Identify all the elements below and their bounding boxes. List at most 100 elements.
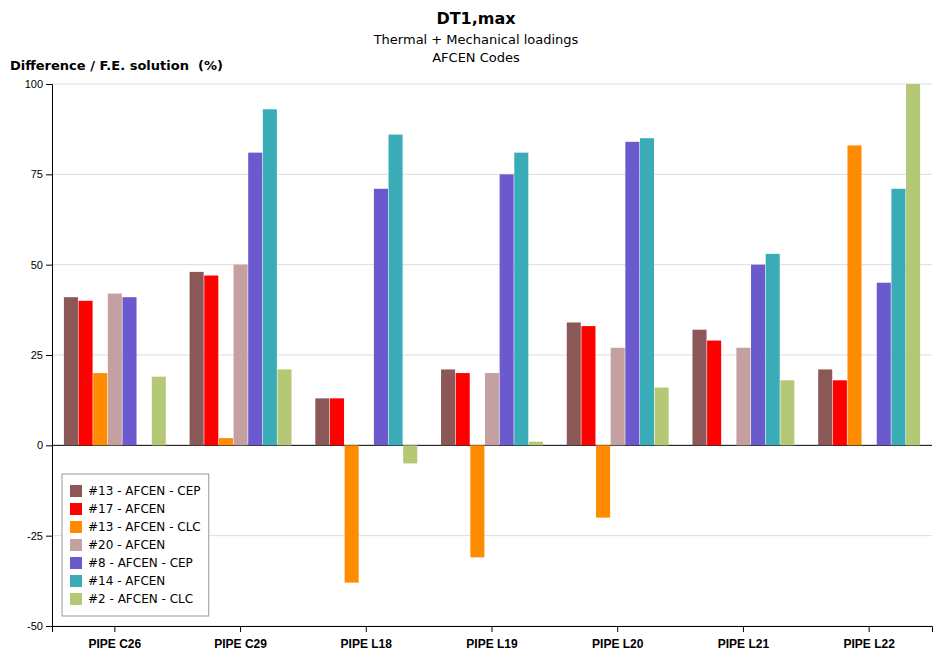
bar — [277, 369, 291, 445]
legend-swatch — [70, 575, 82, 587]
tick: PIPE L18 — [341, 626, 393, 651]
chart: DT1,maxThermal + Mechanical loadingsAFCE… — [0, 0, 952, 670]
tick-mark — [46, 174, 52, 175]
tick-mark — [366, 626, 367, 632]
tick: 0 — [37, 439, 52, 451]
bar — [736, 348, 750, 446]
bar — [403, 445, 417, 463]
tick: PIPE L20 — [592, 626, 644, 651]
legend-frame — [62, 474, 209, 616]
axis-line — [46, 85, 53, 627]
bar — [108, 294, 122, 446]
tick-mark — [114, 626, 115, 632]
bar — [862, 445, 876, 446]
legend-item: #14 - AFCEN — [70, 574, 165, 588]
tick-mark — [46, 265, 52, 266]
bar — [818, 369, 832, 445]
bar — [456, 373, 470, 445]
legend-label: #13 - AFCEN - CEP — [88, 484, 201, 498]
legend-label: #2 - AFCEN - CLC — [88, 592, 193, 606]
tick: PIPE L19 — [466, 626, 518, 651]
bar — [567, 322, 581, 445]
bar — [891, 189, 905, 446]
bar — [248, 153, 262, 446]
legend-item: #17 - AFCEN — [70, 502, 165, 516]
bar — [780, 380, 794, 445]
bar — [877, 283, 891, 446]
tick: 25 — [31, 349, 52, 361]
legend-item: #13 - AFCEN - CEP — [70, 484, 201, 498]
bar — [263, 109, 277, 445]
series — [79, 276, 847, 446]
tick-label: 50 — [31, 259, 43, 271]
legend-item: #2 - AFCEN - CLC — [70, 592, 193, 606]
tick-label: PIPE L22 — [843, 637, 895, 651]
bar — [751, 265, 765, 446]
legend-label: #14 - AFCEN — [88, 574, 165, 588]
bar — [470, 445, 484, 557]
tick-label: -25 — [27, 530, 43, 542]
bar — [847, 145, 861, 445]
tick: 100 — [25, 78, 52, 90]
tick: PIPE C29 — [214, 626, 267, 651]
bar — [122, 297, 136, 445]
bar — [766, 254, 780, 446]
series — [152, 84, 920, 463]
bar — [722, 445, 736, 446]
legend-label: #17 - AFCEN — [88, 502, 165, 516]
series — [108, 265, 751, 446]
bar — [441, 369, 455, 445]
tick-mark — [240, 626, 241, 632]
tick: PIPE L22 — [843, 626, 895, 651]
tick-mark — [46, 355, 52, 356]
bar — [315, 398, 329, 445]
legend-label: #13 - AFCEN - CLC — [88, 520, 201, 534]
bar — [833, 380, 847, 445]
tick-mark — [492, 626, 493, 632]
title: DT1,max — [436, 9, 516, 28]
grid-line — [52, 174, 932, 175]
tick: 75 — [31, 168, 52, 180]
tick: -25 — [27, 530, 52, 542]
bar — [330, 398, 344, 445]
grid-line — [52, 355, 932, 356]
tick-label: PIPE C29 — [214, 637, 267, 651]
tick-label: 100 — [25, 78, 43, 90]
bar — [219, 438, 233, 445]
y-axis-label: Difference / F.E. solution (%) — [10, 58, 223, 73]
series — [263, 109, 906, 445]
legend-swatch — [70, 593, 82, 605]
tick-mark — [46, 84, 52, 85]
legend: #13 - AFCEN - CEP #17 - AFCEN #13 - AFCEN … — [62, 474, 209, 616]
legend-item: #13 - AFCEN - CLC — [70, 520, 201, 534]
tick-mark — [46, 626, 52, 627]
legend-swatch — [70, 557, 82, 569]
tick: 50 — [31, 259, 52, 271]
tick-label: PIPE L20 — [592, 637, 644, 651]
bar — [611, 348, 625, 446]
axis-line — [53, 627, 933, 633]
bar — [625, 142, 639, 446]
grid — [52, 84, 932, 626]
bar — [79, 301, 93, 446]
tick-label: 0 — [37, 439, 43, 451]
bar — [152, 377, 166, 446]
tick: PIPE C26 — [89, 626, 142, 651]
tick-mark — [743, 626, 744, 632]
legend-item: #20 - AFCEN — [70, 538, 165, 552]
tick-label: PIPE L18 — [341, 637, 393, 651]
tick-label: PIPE L19 — [466, 637, 518, 651]
bar — [93, 373, 107, 445]
bar — [529, 442, 543, 446]
bar — [906, 84, 920, 445]
tick-mark — [869, 626, 870, 632]
grid-line — [52, 84, 932, 85]
legend-swatch — [70, 485, 82, 497]
bar — [359, 445, 373, 446]
bar — [514, 153, 528, 446]
legend-swatch — [70, 503, 82, 515]
legend-swatch — [70, 539, 82, 551]
bar — [640, 138, 654, 445]
annotation: AFCEN Codes — [432, 50, 520, 65]
series — [122, 142, 890, 446]
